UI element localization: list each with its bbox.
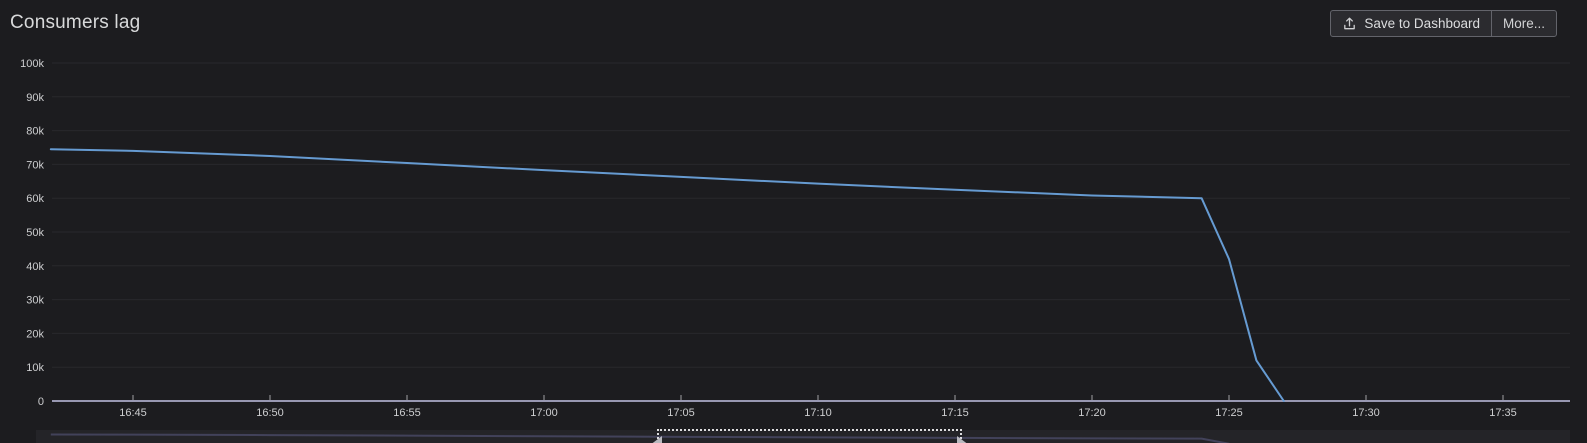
svg-text:90k: 90k <box>26 92 44 104</box>
svg-text:17:05: 17:05 <box>667 407 695 419</box>
svg-text:17:35: 17:35 <box>1489 407 1517 419</box>
svg-text:17:15: 17:15 <box>941 407 969 419</box>
header-actions: Save to Dashboard More... <box>1330 10 1557 37</box>
svg-text:100k: 100k <box>20 58 44 70</box>
svg-text:70k: 70k <box>26 159 44 171</box>
brush-selection[interactable] <box>650 429 969 443</box>
more-label: More... <box>1502 16 1545 31</box>
svg-text:16:50: 16:50 <box>256 407 284 419</box>
svg-text:16:55: 16:55 <box>393 407 421 419</box>
svg-text:40k: 40k <box>26 261 44 273</box>
svg-text:17:00: 17:00 <box>530 407 558 419</box>
save-to-dashboard-label: Save to Dashboard <box>1364 16 1480 31</box>
svg-text:0: 0 <box>38 396 44 408</box>
svg-text:20k: 20k <box>26 328 44 340</box>
svg-text:10k: 10k <box>26 362 44 374</box>
svg-text:17:10: 17:10 <box>804 407 832 419</box>
save-to-dashboard-button[interactable]: Save to Dashboard <box>1331 11 1491 36</box>
svg-text:80k: 80k <box>26 126 44 138</box>
more-button[interactable]: More... <box>1490 11 1556 36</box>
svg-text:30k: 30k <box>26 295 44 307</box>
svg-text:16:45: 16:45 <box>119 407 147 419</box>
svg-text:17:25: 17:25 <box>1215 407 1243 419</box>
svg-text:17:30: 17:30 <box>1352 407 1380 419</box>
svg-text:50k: 50k <box>26 227 44 239</box>
svg-text:60k: 60k <box>26 193 44 205</box>
upload-icon <box>1342 16 1357 31</box>
panel-title: Consumers lag <box>10 12 141 33</box>
svg-text:17:20: 17:20 <box>1078 407 1106 419</box>
